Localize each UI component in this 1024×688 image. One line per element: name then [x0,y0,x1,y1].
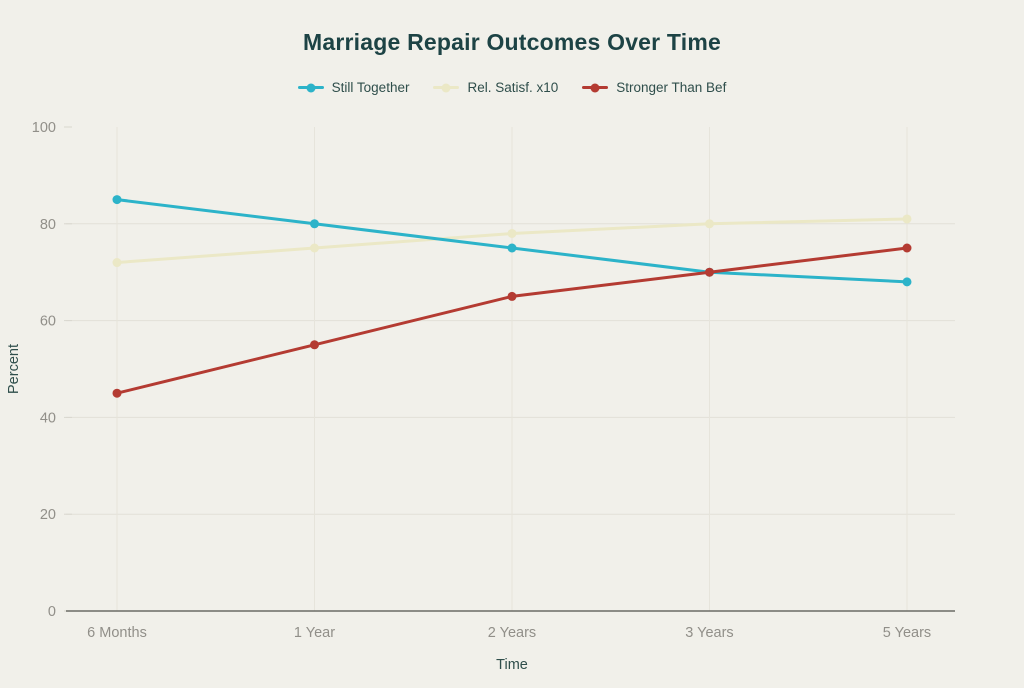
x-tick-label: 6 Months [87,625,147,641]
legend-item-stronger-than-bef[interactable]: Stronger Than Bef [582,80,726,95]
legend-dot-icon [441,83,451,92]
x-tick-label: 5 Years [883,625,931,641]
x-tick-label: 1 Year [294,625,335,641]
legend-item-still-together[interactable]: Still Together [297,80,410,95]
data-point-rel-satisf-x10 [507,228,517,238]
x-tick-label: 2 Years [488,625,536,641]
data-point-still-together [507,243,517,253]
data-point-stronger-than-bef [705,267,714,277]
y-tick-label: 100 [32,120,56,136]
x-tick-label: 3 Years [685,625,733,641]
y-axis-title: Percent [6,344,22,394]
chart-title: Marriage Repair Outcomes Over Time [303,29,721,55]
data-point-stronger-than-bef [112,388,122,398]
data-point-rel-satisf-x10 [705,219,714,229]
y-tick-label: 40 [40,410,56,426]
chart-legend: Still Together Rel. Satisf. x10 Stronger… [0,80,1024,95]
data-point-stronger-than-bef [310,340,319,350]
data-point-still-together [112,195,122,205]
legend-dot-icon [590,83,600,92]
x-axis-title: Time [496,657,528,673]
y-tick-label: 20 [40,507,56,523]
legend-label: Stronger Than Bef [616,80,727,95]
y-tick-label: 80 [40,217,56,233]
legend-dot-icon [306,83,316,92]
data-point-rel-satisf-x10 [112,258,122,268]
legend-line-icon [582,83,609,92]
legend-label: Rel. Satisf. x10 [467,80,559,95]
legend-item-rel-satisf[interactable]: Rel. Satisf. x10 [433,80,558,95]
y-tick-label: 60 [40,314,56,330]
data-point-rel-satisf-x10 [310,243,319,253]
data-point-still-together [310,219,319,229]
y-tick-label: 0 [48,604,56,620]
data-point-rel-satisf-x10 [902,214,912,224]
data-point-still-together [902,277,912,287]
legend-line-icon [433,83,460,92]
data-point-stronger-than-bef [902,243,912,253]
legend-label: Still Together [331,80,410,95]
legend-line-icon [297,83,324,92]
data-point-stronger-than-bef [507,291,517,301]
